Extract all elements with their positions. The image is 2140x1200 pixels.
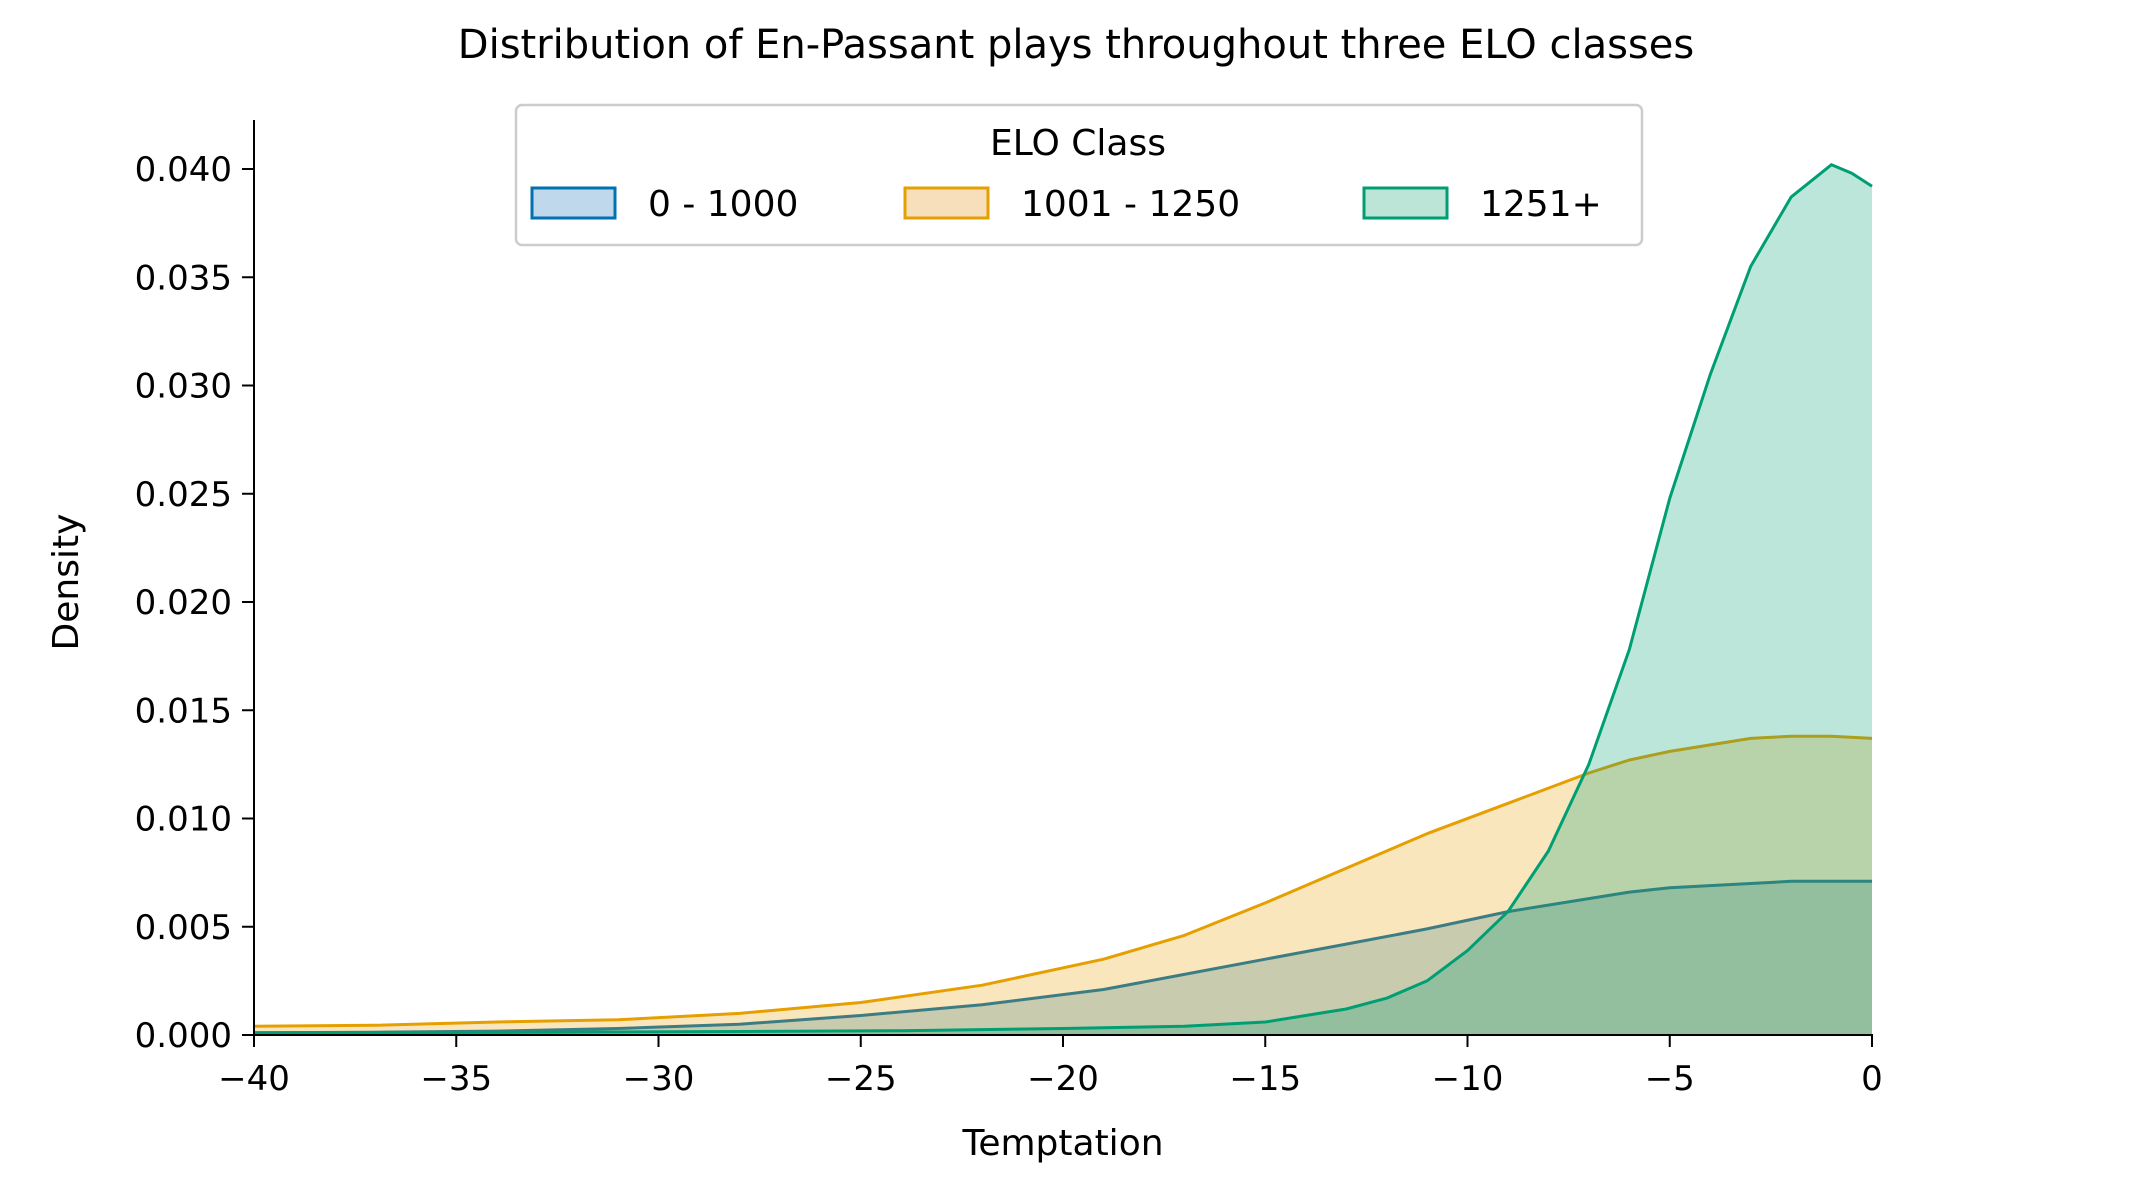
y-tick-label: 0.040 bbox=[135, 150, 232, 190]
x-axis-label: Temptation bbox=[961, 1123, 1163, 1164]
x-tick-label: −5 bbox=[1645, 1059, 1695, 1099]
x-tick-label: −40 bbox=[218, 1059, 290, 1099]
y-axis-label: Density bbox=[46, 514, 87, 651]
x-tick-label: −15 bbox=[1229, 1059, 1301, 1099]
y-tick-label: 0.010 bbox=[135, 800, 232, 840]
legend-swatch bbox=[1362, 186, 1449, 220]
plot-areas bbox=[253, 163, 1873, 1035]
legend-items: 0 - 1000 1001 - 1250 1251+ bbox=[530, 184, 1602, 225]
x-ticks: −40 −35 −30 −25 −20 −15 −10 −5 0 bbox=[218, 1035, 1883, 1099]
x-tick-label: −30 bbox=[623, 1059, 695, 1099]
x-tick-label: −35 bbox=[420, 1059, 492, 1099]
y-tick-label: 0.030 bbox=[135, 367, 232, 407]
series-line-2 bbox=[253, 163, 1873, 1035]
x-tick-label: −10 bbox=[1432, 1059, 1504, 1099]
series-line-1 bbox=[253, 734, 1873, 1028]
y-tick-label: 0.035 bbox=[135, 258, 232, 298]
y-tick-label: 0.015 bbox=[135, 691, 232, 731]
legend-label: 0 - 1000 bbox=[648, 184, 798, 225]
legend-box bbox=[514, 103, 1644, 247]
y-tick-label: 0.020 bbox=[135, 583, 232, 623]
series-area-2 bbox=[254, 164, 1872, 1035]
y-tick-label: 0.005 bbox=[135, 908, 232, 948]
legend-label: 1251+ bbox=[1480, 184, 1602, 225]
series-area-0 bbox=[254, 881, 1872, 1035]
y-tick-label: 0.000 bbox=[135, 1016, 232, 1056]
y-tick-label: 0.025 bbox=[135, 475, 232, 515]
legend-title: ELO Class bbox=[990, 123, 1166, 164]
series-line-0 bbox=[253, 879, 1872, 1035]
legend-item-2: 1251+ bbox=[1362, 184, 1602, 225]
legend-swatch bbox=[530, 186, 617, 220]
legend-item-0: 0 - 1000 bbox=[530, 184, 798, 225]
legend-label: 1001 - 1250 bbox=[1021, 184, 1240, 225]
x-tick-label: −20 bbox=[1027, 1059, 1099, 1099]
legend-item-1: 1001 - 1250 bbox=[903, 184, 1240, 225]
chart-title: Distribution of En-Passant plays through… bbox=[458, 22, 1694, 68]
x-tick-label: −25 bbox=[825, 1059, 897, 1099]
legend-swatch bbox=[903, 186, 990, 220]
legend: ELO Class 0 - 1000 1001 - 1250 1251+ bbox=[514, 103, 1644, 247]
y-ticks: 0.000 0.005 0.010 0.015 0.020 0.025 0.030 0.035… bbox=[135, 150, 254, 1056]
series-area-1 bbox=[254, 736, 1872, 1035]
x-tick-label: 0 bbox=[1861, 1059, 1883, 1099]
